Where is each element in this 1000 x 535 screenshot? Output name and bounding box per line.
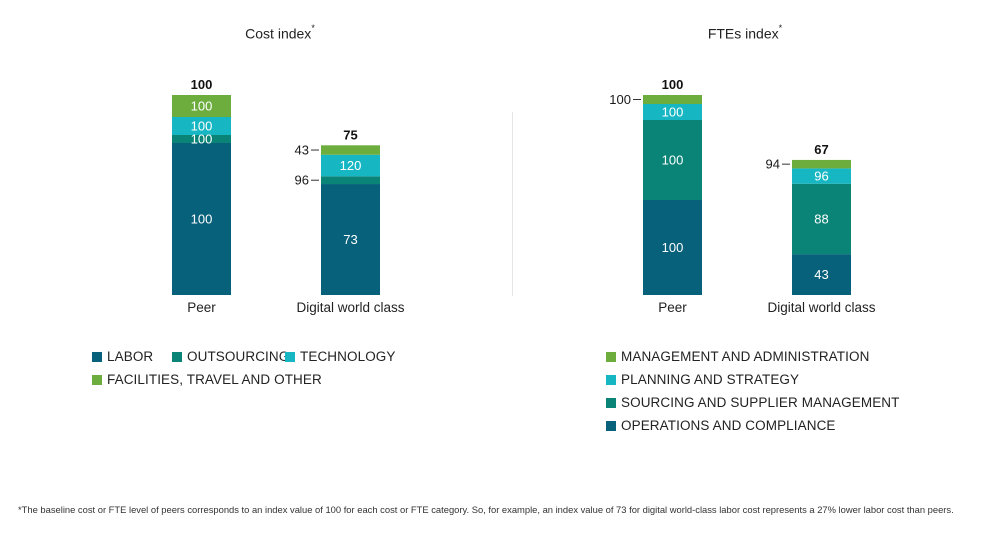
- fte-outside-label-digital-world-class-management-and-administration: 94: [766, 157, 780, 172]
- fte-total-label-peer: 100: [662, 77, 684, 92]
- cost-bar-digital-world-class-technology: [321, 154, 380, 177]
- fte-segment-label-peer-operations-and-compliance: 100: [662, 240, 684, 255]
- fte-bar-peer-planning-and-strategy: [643, 104, 702, 120]
- footnote: *The baseline cost or FTE level of peers…: [18, 504, 954, 515]
- legend-swatch: [606, 420, 616, 431]
- fte-segment-label-digital-world-class-sourcing-and-supplier-management: 88: [814, 211, 828, 226]
- fte-segment-label-peer-planning-and-strategy: 100: [662, 105, 684, 120]
- fte-bar-digital-world-class-sourcing-and-supplier-management: [792, 183, 851, 255]
- legend-swatch: [92, 374, 102, 385]
- legend-label: OPERATIONS AND COMPLIANCE: [621, 418, 836, 433]
- legend-swatch: [285, 351, 295, 362]
- legend-swatch: [606, 374, 616, 385]
- cost-bar-peer-technology: [172, 117, 231, 135]
- fte-segment-label-digital-world-class-planning-and-strategy: 96: [814, 169, 828, 184]
- cost-outside-label-digital-world-class-facilities-travel-and-other: 43: [295, 143, 309, 158]
- fte-bar-digital-world-class-management-and-administration: [792, 159, 851, 169]
- cost-segment-label-peer-technology: 100: [191, 119, 213, 134]
- legend-item-technology: TECHNOLOGY: [285, 349, 396, 364]
- chart-divider: [512, 112, 513, 296]
- legend-item-planning-and-strategy: PLANNING AND STRATEGY: [606, 372, 799, 387]
- legend-label: LABOR: [107, 349, 154, 364]
- legend-swatch: [92, 351, 102, 362]
- legend-swatch: [606, 351, 616, 362]
- cost-segment-label-digital-world-class-technology: 120: [340, 158, 362, 173]
- fte-title-text: FTEs index: [707, 25, 779, 42]
- fte-outside-label-peer-management-and-administration: 100: [609, 92, 631, 107]
- fte-bar-digital-world-class-operations-and-compliance: [792, 254, 851, 295]
- cost-bar-digital-world-class-outsourcing: [321, 176, 380, 185]
- fte-title-footnote-marker: *: [778, 23, 783, 33]
- cost-chart-title: Cost index*: [180, 23, 380, 42]
- fte-bar-peer-operations-and-compliance: [643, 200, 702, 295]
- cost-total-label-digital-world-class: 75: [343, 127, 357, 142]
- fte-bar-digital-world-class-planning-and-strategy: [792, 168, 851, 184]
- cost-category-label-peer: Peer: [187, 300, 216, 315]
- cost-total-label-peer: 100: [191, 77, 213, 92]
- legend-item-sourcing-and-supplier-management: SOURCING AND SUPPLIER MANAGEMENT: [606, 395, 900, 410]
- cost-title-footnote-marker: *: [311, 23, 315, 33]
- cost-bar-digital-world-class-labor: [321, 184, 380, 295]
- cost-title-text: Cost index: [245, 25, 312, 42]
- cost-bar-peer-facilities-travel-and-other: [172, 95, 231, 117]
- charts-area: Cost index* FTEs index* 100 100 100 100 100 P…: [172, 23, 876, 315]
- fte-segment-label-peer-sourcing-and-supplier-management: 100: [662, 153, 684, 168]
- legend-swatch: [606, 397, 616, 408]
- legend-label: SOURCING AND SUPPLIER MANAGEMENT: [621, 395, 900, 410]
- cost-segment-label-peer-facilities-travel-and-other: 100: [191, 99, 213, 114]
- cost-segment-label-peer-labor: 100: [191, 212, 213, 227]
- fte-bar-peer-sourcing-and-supplier-management: [643, 120, 702, 200]
- cost-outside-label-digital-world-class-outsourcing: 96: [295, 173, 309, 188]
- cost-bar-peer-outsourcing: [172, 135, 231, 143]
- fte-category-label-digital-world-class: Digital world class: [767, 300, 875, 315]
- legend-item-operations-and-compliance: OPERATIONS AND COMPLIANCE: [606, 418, 836, 433]
- cost-bar-digital-world-class-facilities-travel-and-other: [321, 145, 380, 155]
- legend-label: OUTSOURCING: [187, 349, 290, 364]
- legend-label: TECHNOLOGY: [300, 349, 396, 364]
- legend-label: FACILITIES, TRAVEL AND OTHER: [107, 372, 322, 387]
- legend-label: PLANNING AND STRATEGY: [621, 372, 800, 387]
- fte-category-label-peer: Peer: [658, 300, 687, 315]
- fte-chart-title: FTEs index*: [645, 23, 845, 42]
- cost-category-label-digital-world-class: Digital world class: [296, 300, 404, 315]
- legend-item-management-and-administration: MANAGEMENT AND ADMINISTRATION: [606, 349, 869, 364]
- fte-segment-label-digital-world-class-operations-and-compliance: 43: [814, 267, 828, 282]
- cost-bar-peer-labor: [172, 143, 231, 295]
- legend-label: MANAGEMENT AND ADMINISTRATION: [621, 349, 870, 364]
- cost-segment-label-digital-world-class-labor: 73: [343, 232, 357, 247]
- cost-segment-label-peer-outsourcing: 100: [191, 132, 213, 147]
- legend-swatch: [172, 351, 182, 362]
- fte-total-label-digital-world-class: 67: [814, 142, 828, 157]
- legend-item-labor: LABOR: [92, 349, 153, 364]
- legend-item-facilities-travel-and-other: FACILITIES, TRAVEL AND OTHER: [92, 372, 322, 387]
- legend-item-outsourcing: OUTSOURCING: [172, 349, 289, 364]
- fte-bar-peer-management-and-administration: [643, 95, 702, 104]
